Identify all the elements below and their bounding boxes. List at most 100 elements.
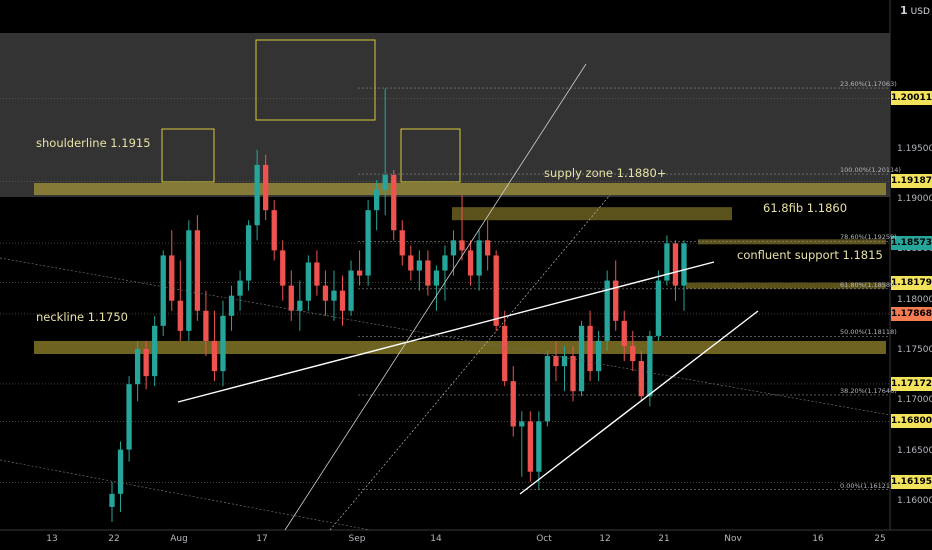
candle-body (664, 243, 670, 281)
candle-body (152, 325, 158, 377)
time-tick-label: 13 (46, 534, 58, 544)
time-tick-label: 25 (874, 534, 886, 544)
candle-body (228, 295, 235, 316)
candle-body (672, 243, 679, 286)
price-tag: 1.17868 (891, 306, 932, 321)
candle-body (314, 262, 320, 286)
neckline-label: neckline 1.1750 (36, 310, 128, 324)
overlay-layer (0, 39, 891, 531)
time-tick-label: 12 (599, 534, 611, 544)
time-tick-label: Sep (348, 534, 366, 544)
candle-body (613, 280, 619, 321)
candle-body (527, 421, 533, 472)
currency-code: USD (910, 7, 930, 17)
candle-body (476, 240, 482, 276)
candle-body (237, 280, 243, 296)
zone-band (34, 340, 886, 355)
candle-body (220, 315, 226, 372)
candle-body (416, 260, 422, 271)
candle-body (408, 255, 414, 271)
candle-body (595, 340, 602, 372)
zone-band (698, 239, 886, 245)
price-tag: 1.18573 (891, 236, 932, 251)
currency-label[interactable]: 1 USD (900, 4, 930, 17)
upper-shaded-region (0, 33, 890, 197)
candle-body (561, 356, 568, 367)
candles-layer (109, 88, 687, 522)
candle-body (203, 310, 209, 341)
time-tick-label: 17 (256, 534, 268, 544)
price-tick-label: 1.17000 (897, 395, 932, 406)
fib-level-label: 50.00%(1.18118) (840, 328, 897, 337)
candle-body (348, 270, 354, 311)
price-tag: 1.18179 (891, 275, 932, 290)
price-tick-label: 1.16500 (897, 445, 932, 456)
price-tag: 1.20011 (891, 91, 932, 106)
candle-body (391, 174, 397, 231)
candle-body (544, 356, 551, 422)
price-tag: 1.19187 (891, 174, 932, 189)
candle-body (425, 260, 431, 286)
candle-body (459, 240, 465, 251)
zone-band (452, 207, 732, 221)
candle-body (399, 230, 405, 256)
candle-body (126, 384, 132, 450)
candle-body (288, 285, 294, 311)
candle-body (604, 280, 610, 341)
time-tick-label: 16 (812, 534, 824, 544)
candle-body (570, 356, 576, 392)
candle-body (134, 348, 141, 385)
candle-body (117, 449, 124, 494)
candle-body (553, 356, 559, 367)
time-tick-label: 22 (108, 534, 120, 544)
price-tag: 1.16195 (891, 475, 932, 490)
fib-level-label: 100.00%(1.20114) (840, 166, 901, 175)
pattern-box (255, 39, 376, 121)
candle-body (519, 421, 525, 427)
fib-level-label: 23.60%(1.17063) (840, 80, 897, 89)
candle-body (442, 255, 448, 271)
candle-body (450, 240, 457, 256)
time-tick-label: Nov (724, 534, 742, 544)
candle-body (587, 325, 593, 372)
candle-body (305, 262, 312, 301)
price-tick-label: 1.16000 (897, 495, 932, 506)
candle-body (536, 421, 542, 472)
supply-zone-label: supply zone 1.1880+ (544, 166, 667, 180)
time-tick-label: Aug (170, 534, 188, 544)
candle-body (211, 340, 218, 372)
zone-band (34, 182, 886, 196)
zone-band (686, 282, 886, 289)
candle-body (297, 300, 303, 311)
candle-body (271, 210, 277, 251)
candle-body (339, 290, 346, 311)
candle-body (280, 250, 286, 286)
candle-body (109, 493, 115, 507)
candle-body (177, 300, 183, 331)
time-tick-label: 14 (430, 534, 442, 544)
descending-channel-line (0, 459, 371, 531)
candle-body (502, 325, 508, 382)
candle-body (621, 320, 627, 346)
pattern-box (400, 128, 461, 183)
neckline-trendline (177, 261, 715, 403)
price-tick-label: 1.19500 (897, 143, 932, 154)
candle-body (169, 255, 175, 301)
candle-body (194, 230, 201, 311)
price-tag: 1.17172 (891, 376, 932, 391)
fib-level-label: 0.00%(1.16121) (840, 481, 893, 490)
descending-channel-line (0, 257, 891, 416)
confluent-support-label: confluent support 1.1815 (737, 248, 883, 262)
candle-body (356, 270, 363, 276)
fib-level-label: 38.20%(1.17646) (840, 386, 897, 395)
price-tick-label: 1.19000 (897, 194, 932, 205)
fib-level-label: 78.60%(1.19259) (840, 233, 897, 242)
time-tick-label: 21 (658, 534, 670, 544)
candle-body (484, 240, 491, 256)
fib-level-label: 61.80%(1.18589) (840, 280, 897, 289)
shoulderline-label: shoulderline 1.1915 (36, 136, 151, 150)
support-trendline (519, 310, 759, 495)
candle-body (433, 270, 440, 286)
